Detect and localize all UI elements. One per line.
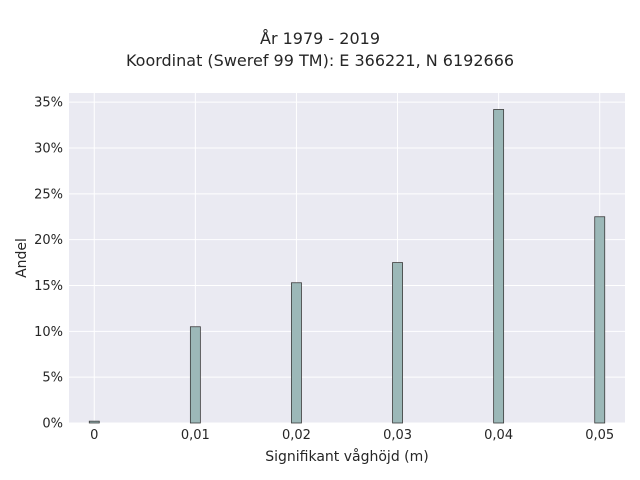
plot-area bbox=[69, 93, 625, 423]
y-tick-label: 25% bbox=[34, 187, 63, 202]
histogram-bar bbox=[594, 216, 606, 424]
x-tick-label: 0,04 bbox=[484, 428, 513, 443]
x-tick-label: 0,03 bbox=[383, 428, 412, 443]
histogram-bar bbox=[88, 420, 100, 424]
histogram-bar bbox=[392, 262, 403, 424]
y-tick-label: 30% bbox=[34, 142, 63, 157]
chart-subtitle: Koordinat (Sweref 99 TM): E 366221, N 61… bbox=[125, 51, 515, 70]
y-tick-label: 0% bbox=[42, 417, 63, 432]
histogram-bar bbox=[493, 109, 505, 424]
x-tick-label: 0,01 bbox=[181, 428, 210, 443]
y-tick-label: 15% bbox=[34, 279, 63, 294]
x-tick-label: 0,05 bbox=[585, 428, 614, 443]
chart-title: År 1979 - 2019 bbox=[260, 29, 380, 48]
y-tick-label: 20% bbox=[34, 233, 63, 248]
histogram-bar bbox=[291, 282, 302, 424]
histogram-bar bbox=[189, 326, 201, 424]
y-tick-label: 35% bbox=[34, 96, 63, 111]
x-tick-label: 0 bbox=[90, 428, 98, 443]
y-axis-label: Andel bbox=[14, 238, 30, 278]
y-tick-label: 10% bbox=[34, 325, 63, 340]
x-tick-label: 0,02 bbox=[282, 428, 311, 443]
x-axis-label: Signifikant våghöjd (m) bbox=[265, 448, 428, 465]
y-tick-label: 5% bbox=[42, 371, 63, 386]
